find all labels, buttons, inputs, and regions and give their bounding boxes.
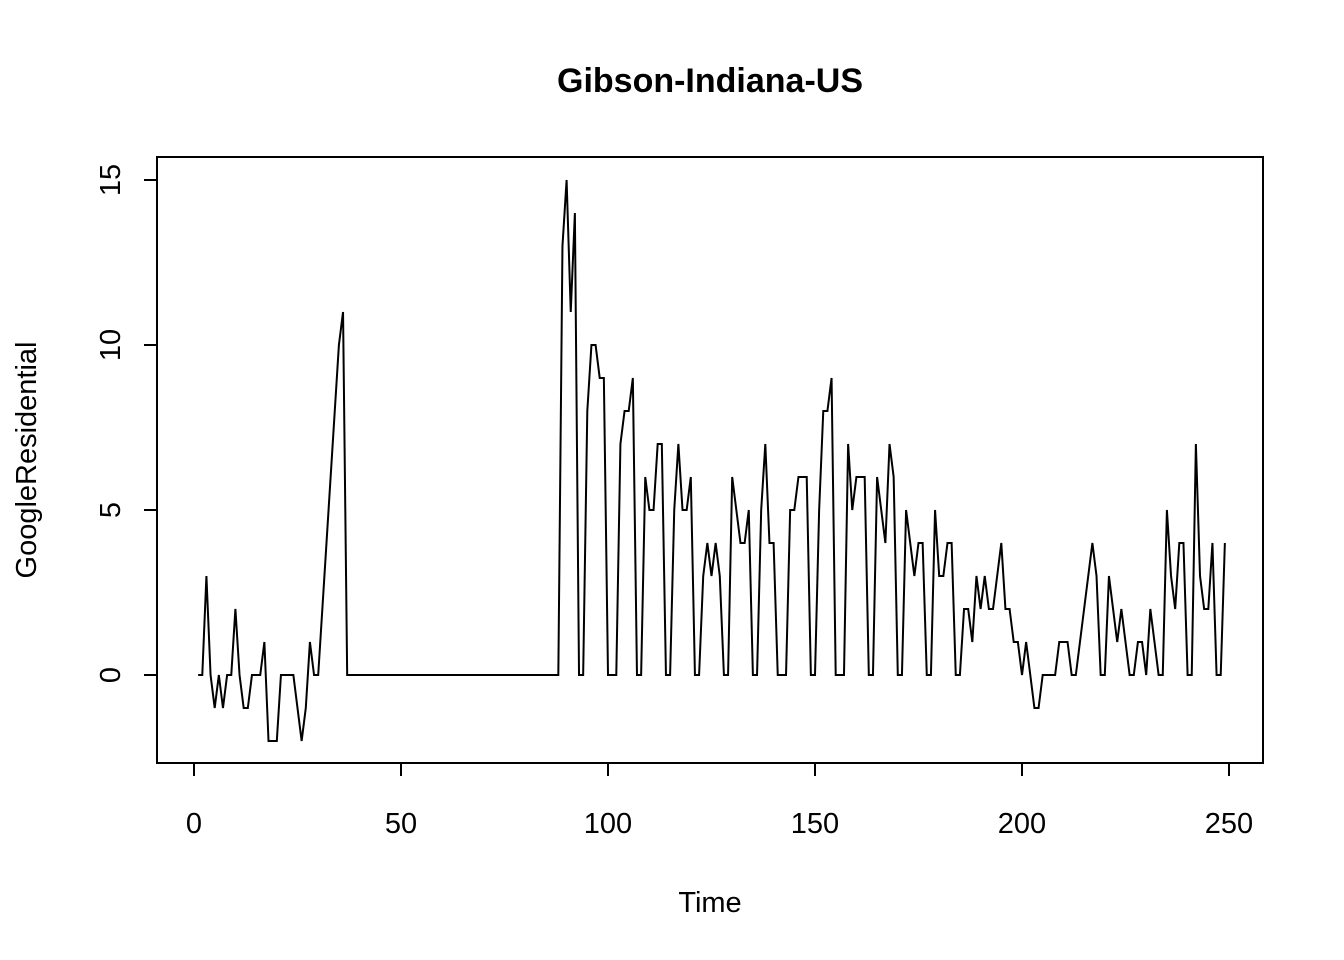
x-tick-label: 250 bbox=[1205, 808, 1253, 840]
y-tick-label: 15 bbox=[95, 164, 127, 196]
y-axis: 0 5 10 15 bbox=[95, 164, 158, 683]
chart-title: Gibson-Indiana-US bbox=[557, 62, 863, 100]
y-axis-label: GoogleResidential bbox=[11, 342, 43, 579]
y-tick-label: 0 bbox=[95, 667, 127, 683]
x-tick-label: 150 bbox=[791, 808, 839, 840]
x-tick-label: 200 bbox=[998, 808, 1046, 840]
y-tick-label: 5 bbox=[95, 502, 127, 518]
series-group bbox=[198, 179, 1226, 742]
x-tick-label: 100 bbox=[584, 808, 632, 840]
series-line bbox=[198, 179, 1226, 742]
x-axis-label: Time bbox=[678, 887, 741, 919]
x-tick-label: 50 bbox=[385, 808, 417, 840]
plot-frame bbox=[156, 156, 1264, 764]
x-tick-label: 0 bbox=[186, 808, 202, 840]
x-axis: 0 50 100 150 200 250 bbox=[186, 762, 1253, 840]
y-tick-label: 10 bbox=[95, 329, 127, 361]
